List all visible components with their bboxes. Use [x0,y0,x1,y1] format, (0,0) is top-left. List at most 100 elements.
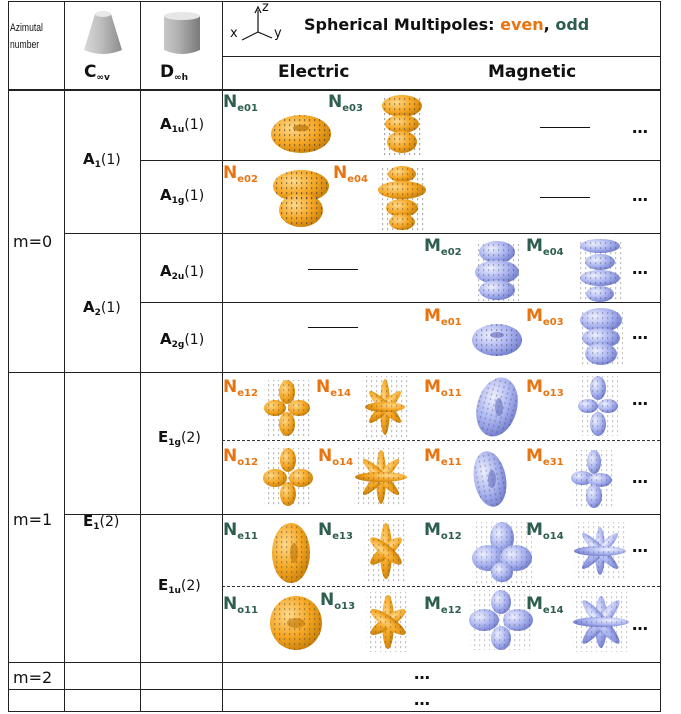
i-main: A [160,115,172,133]
ellipsis: … [632,118,649,137]
mp-sub: e11 [237,531,258,542]
lobed-shape-mo13 [578,376,618,436]
i-sub: 1g [171,196,185,206]
table-bottom-border [8,711,660,712]
g-deg: (2) [99,514,120,530]
page-title: Spherical Multipoles: even, odd [304,15,589,34]
star-shape-mo14 [574,522,626,580]
title-even: even [500,15,544,34]
mp-sub: e02 [440,247,462,258]
mp-main: M [526,236,543,256]
mp-main: N [223,520,238,540]
g-main: E [83,512,94,530]
col-border [140,1,141,712]
mp-label-Me12: Me12 [424,594,462,616]
irrep-label-e1g: E1g(2) [158,428,201,448]
axis-z: z [262,0,269,15]
empty-cell-dash [308,269,358,270]
d-label-sub: ∞h [174,73,189,83]
mp-sub: e03 [342,103,363,114]
row-border [140,160,660,161]
g-main: A [83,298,95,316]
azimuthal-line2: number [10,39,40,51]
dashed-separator [222,586,660,587]
col-border [8,1,9,712]
mp-sub: e12 [440,605,462,616]
i-main: A [160,262,172,280]
mp-main: M [424,236,441,256]
cone-icon [84,11,122,54]
star-shape-no14 [354,448,408,506]
empty-cell-dash [308,327,358,328]
i-deg: (1) [184,117,205,133]
group-label-a2: A2(1) [83,298,121,318]
dashed-separator [222,440,660,441]
header-bottom-border [8,89,660,91]
i-sub: 1g [168,438,181,448]
irrep-label-a2g: A2g(1) [160,330,204,350]
mp-sub: e03 [542,317,564,328]
mp-sub: e31 [542,457,564,468]
axis-y: y [274,26,282,41]
mp-label-No14: No14 [318,446,353,468]
row-label-m2: m=2 [13,668,53,687]
title-prefix: Spherical Multipoles: [304,15,501,34]
mp-sub: e13 [332,531,353,542]
ring-shape-mo11 [476,377,518,437]
group-label-a1: A1(1) [83,150,121,170]
ring-shape-ne11 [272,523,310,583]
star-shape-no13 [366,592,410,652]
row-label-m1: m=1 [13,510,53,529]
row-border [8,662,660,663]
mp-label-Me01: Me01 [424,306,462,328]
i-sub: 1u [168,586,181,596]
i-sub: 2g [171,340,185,350]
mp-label-Me31: Me31 [526,446,564,468]
title-sep: , [543,15,556,34]
tower-shape-ne04 [378,166,426,230]
group-label-e1: E1(2) [83,512,119,532]
col-border [660,1,661,712]
mp-label-Ne12: Ne12 [223,377,258,399]
lobed-shape-no12 [263,448,313,506]
col-border [222,1,223,712]
ellipsis: … [632,537,649,556]
spool-shape-ne02 [273,170,329,227]
title-odd: odd [555,15,590,34]
irrep-label-a1u: A1u(1) [160,115,204,135]
ring-shape-no11 [270,596,322,650]
ring-shape-me11 [473,451,507,507]
cylinder-icon [164,12,200,54]
table-top-border [8,1,660,2]
mp-main: M [424,446,441,466]
ellipsis: … [632,259,649,278]
row-border [8,689,660,690]
mp-label-Me02: Me02 [424,236,462,258]
mp-main: N [223,377,238,397]
mp-label-Mo12: Mo12 [424,520,462,542]
col-border [64,1,65,712]
mp-main: M [424,377,441,397]
mp-sub: e04 [347,174,368,185]
azimuthal-header: Azimutal number [10,20,43,54]
mp-sub: o14 [542,531,564,542]
ellipsis: … [632,615,649,634]
mp-label-Ne01: Ne01 [223,92,258,114]
i-main: E [158,576,169,594]
row-border [8,372,660,373]
mp-main: N [223,594,238,614]
row-border [64,233,660,234]
star-shape-ne14 [362,376,408,438]
mp-main: M [526,306,543,326]
row-border [64,514,660,515]
mp-sub: e01 [440,317,462,328]
stack-shape-me03 [579,308,623,366]
header-mid-border [222,56,660,57]
ellipsis: … [632,324,649,343]
mp-sub: o11 [237,605,259,616]
mp-label-No11: No11 [223,594,258,616]
mp-label-No12: No12 [223,446,258,468]
mp-label-Me04: Me04 [526,236,564,258]
mp-sub: e04 [542,247,564,258]
ellipsis: … [414,690,431,709]
